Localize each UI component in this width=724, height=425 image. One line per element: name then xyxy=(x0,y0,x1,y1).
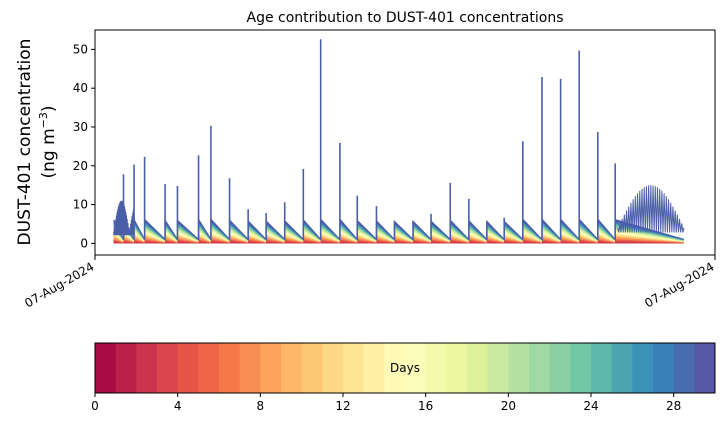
age-layer-band xyxy=(123,241,135,244)
colorbar-tick-label: 8 xyxy=(257,399,265,413)
colorbar-ticks: 0 4 8 12 16 20 24 28 xyxy=(91,393,681,413)
colorbar-cell xyxy=(384,343,406,393)
age-layer-band xyxy=(357,241,377,244)
y-axis-label-suffix: ) xyxy=(39,105,59,112)
colorbar-tick-label: 0 xyxy=(91,399,99,413)
age-layer-band xyxy=(431,241,451,244)
age-layer-band xyxy=(597,241,616,244)
y-tick-label: 40 xyxy=(73,81,88,95)
colorbar-cell xyxy=(446,343,468,393)
y-tick-label: 0 xyxy=(80,236,88,250)
main-plot: 0 10 20 30 40 50 07-Aug-2024 07-Aug-2024 Age c… xyxy=(15,10,717,310)
colorbar-cell xyxy=(425,343,447,393)
colorbar-cell xyxy=(239,343,261,393)
age-layer-band xyxy=(210,241,230,244)
colorbar-cell xyxy=(136,343,158,393)
colorbar-cell xyxy=(632,343,654,393)
colorbar-cell xyxy=(198,343,220,393)
colorbar-cell xyxy=(260,343,282,393)
colorbar-cell xyxy=(115,343,137,393)
age-layer-band xyxy=(504,241,523,244)
colorbar-cell xyxy=(301,343,323,393)
age-layer-band xyxy=(144,241,166,244)
y-tick-label: 30 xyxy=(73,120,88,134)
colorbar-tick-label: 4 xyxy=(174,399,182,413)
colorbar-tick-label: 12 xyxy=(335,399,350,413)
age-layer-band xyxy=(248,241,267,244)
age-layer-band xyxy=(229,241,249,244)
colorbar-tick-label: 16 xyxy=(418,399,433,413)
age-layer-band xyxy=(165,241,178,244)
age-layer-band xyxy=(198,241,211,244)
x-axis-ticks: 07-Aug-2024 07-Aug-2024 xyxy=(22,255,717,310)
age-layer-band xyxy=(394,241,414,244)
age-layer-band xyxy=(177,241,199,244)
age-layer-band xyxy=(560,241,580,244)
age-layer-band xyxy=(320,241,340,244)
age-layer-band xyxy=(284,241,304,244)
age-layer-band xyxy=(522,241,543,244)
y-axis-ticks: 0 10 20 30 40 50 xyxy=(73,42,95,250)
colorbar-cell xyxy=(694,343,716,393)
colorbar-cell xyxy=(591,343,613,393)
age-layer-band xyxy=(413,241,432,244)
age-layer-band xyxy=(113,241,124,244)
colorbar: Days 0 4 8 12 16 20 24 28 xyxy=(91,342,716,413)
colorbar-cell xyxy=(508,343,530,393)
y-axis-label-superscript: −3 xyxy=(37,112,50,128)
colorbar-cell xyxy=(549,343,571,393)
dense-spike-region xyxy=(617,185,685,233)
age-layer-band xyxy=(266,241,285,244)
age-layer-band xyxy=(339,241,358,244)
plot-frame xyxy=(94,29,716,256)
colorbar-label: Days xyxy=(390,361,420,375)
y-tick-label: 20 xyxy=(73,159,88,173)
colorbar-cell xyxy=(322,343,344,393)
colorbar-cell xyxy=(570,343,592,393)
age-layer-band xyxy=(579,241,598,244)
colorbar-cell xyxy=(95,343,117,393)
colorbar-cell xyxy=(177,343,199,393)
x-tick-label: 07-Aug-2024 xyxy=(642,259,716,310)
y-axis-label: DUST-401 concentration (ng m−3) xyxy=(15,39,59,246)
y-axis-label-line2: (ng m−3) xyxy=(37,105,59,178)
y-axis-label-line1: DUST-401 concentration xyxy=(15,39,35,246)
colorbar-cell xyxy=(157,343,179,393)
colorbar-cell xyxy=(343,343,365,393)
colorbar-cell xyxy=(363,343,385,393)
age-layer-band xyxy=(468,241,487,244)
colorbar-tick-label: 28 xyxy=(666,399,681,413)
colorbar-tick-label: 24 xyxy=(583,399,598,413)
age-layer-band xyxy=(303,241,321,244)
colorbar-tick-label: 20 xyxy=(501,399,516,413)
colorbar-frame xyxy=(94,342,716,394)
colorbar-cell xyxy=(219,343,241,393)
age-layer-band xyxy=(542,241,561,244)
colorbar-cell xyxy=(405,343,427,393)
age-layer-band xyxy=(134,241,145,244)
colorbar-cell xyxy=(673,343,695,393)
colorbar-cell xyxy=(467,343,489,393)
colorbar-cell xyxy=(653,343,675,393)
age-layer-band xyxy=(486,241,505,244)
plot-marks xyxy=(113,39,685,244)
colorbar-cell xyxy=(281,343,303,393)
colorbar-cell xyxy=(487,343,509,393)
age-layer-band xyxy=(615,241,684,244)
age-layer-band xyxy=(376,241,395,244)
colorbar-cell xyxy=(611,343,633,393)
x-tick-label: 07-Aug-2024 xyxy=(22,259,96,310)
y-tick-label: 10 xyxy=(73,198,88,212)
chart-title: Age contribution to DUST-401 concentrati… xyxy=(247,10,564,26)
colorbar-cell xyxy=(529,343,551,393)
colorbar-cells xyxy=(95,343,716,393)
y-tick-label: 50 xyxy=(73,42,88,56)
age-layer-band xyxy=(450,241,469,244)
y-axis-label-prefix: (ng m xyxy=(39,128,59,178)
